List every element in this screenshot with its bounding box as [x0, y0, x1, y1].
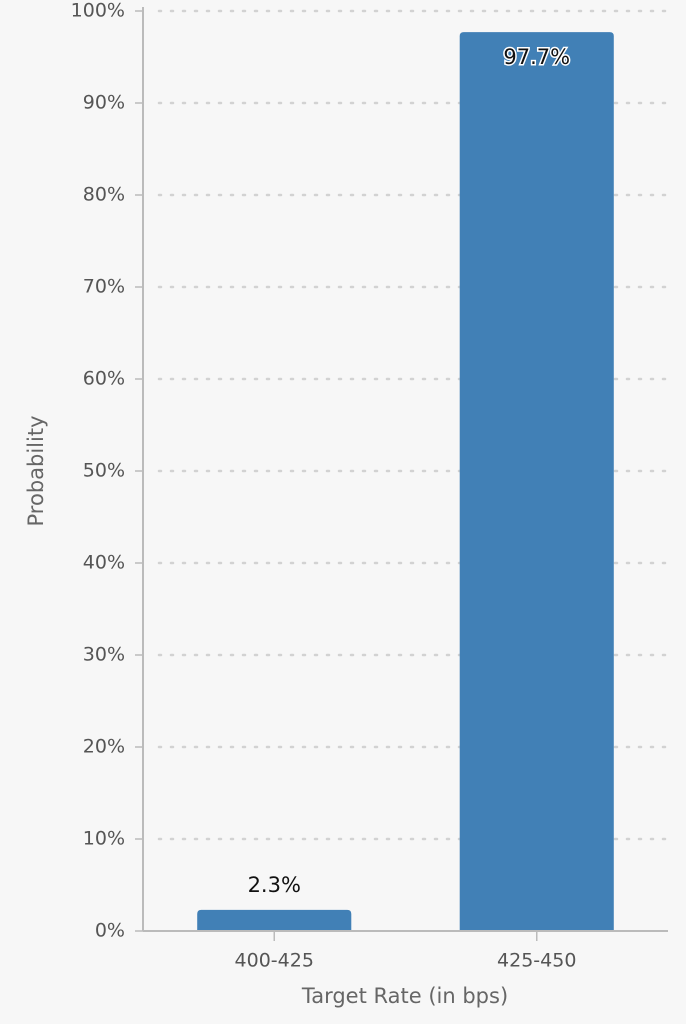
y-tick-label: 60% [83, 368, 125, 390]
y-tick-label: 30% [83, 644, 125, 666]
y-tick-label: 90% [83, 92, 125, 114]
y-tick-label: 40% [83, 552, 125, 574]
y-tick-label: 0% [95, 920, 125, 942]
x-axis-label: Target Rate (in bps) [301, 984, 508, 1008]
bar [459, 32, 614, 932]
bar [197, 909, 352, 931]
y-tick-label: 80% [83, 184, 125, 206]
y-tick-label: 50% [83, 460, 125, 482]
y-axis-label: Probability [24, 415, 48, 526]
x-tick-label: 425-450 [497, 950, 576, 972]
y-tick-label: 20% [83, 736, 125, 758]
value-label: 97.7% [503, 45, 570, 69]
value-label: 2.3% [248, 873, 301, 897]
x-tick-label: 400-425 [235, 950, 314, 972]
y-tick-label: 100% [71, 0, 125, 22]
y-tick-label: 10% [83, 828, 125, 850]
y-tick-label: 70% [83, 276, 125, 298]
